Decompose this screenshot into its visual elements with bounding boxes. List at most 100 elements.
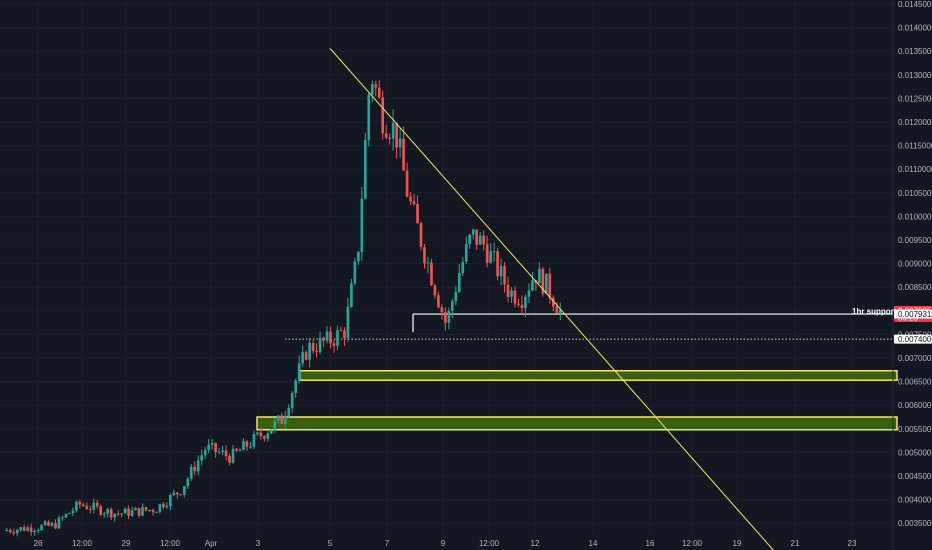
candle-body: [405, 170, 409, 197]
time-tick-label: 16: [646, 539, 655, 548]
support-zone[interactable]: [299, 369, 898, 381]
candle-body: [269, 429, 273, 434]
candle-body: [555, 306, 559, 314]
time-tick-label: 9: [441, 539, 446, 548]
candle-body: [228, 456, 231, 463]
time-tick-label: 3: [256, 539, 261, 548]
candle-body: [297, 363, 301, 381]
candle-body: [531, 280, 534, 291]
descending-trendline[interactable]: [329, 48, 775, 550]
candle-body: [155, 512, 158, 514]
candle-body: [200, 455, 204, 461]
candle-body: [92, 502, 96, 510]
candle-body: [377, 87, 381, 98]
candle-body: [332, 343, 336, 346]
candle-body: [308, 343, 311, 360]
candle-body: [130, 510, 134, 516]
candle-body: [75, 501, 78, 511]
candle-body: [423, 246, 426, 264]
candle-body: [464, 243, 468, 262]
candle-body: [151, 509, 155, 513]
candle-body: [137, 507, 141, 516]
time-tick-label: 12:00: [479, 539, 500, 548]
candle-body: [454, 291, 458, 302]
candle-body: [273, 420, 277, 430]
support-levels: [285, 313, 893, 340]
candle-body: [318, 337, 322, 353]
candle-body: [322, 337, 325, 341]
candle-body: [360, 198, 364, 252]
candle-body: [457, 273, 461, 292]
candle-body: [5, 530, 9, 532]
candle-body: [357, 251, 360, 262]
candle-body: [47, 521, 50, 526]
candle-body: [339, 330, 343, 332]
candle-body: [384, 133, 388, 138]
candle-body: [287, 408, 291, 416]
candle-body: [395, 122, 398, 148]
time-tick-label: 5: [328, 539, 333, 548]
candle-body: [343, 330, 346, 338]
support-zone[interactable]: [256, 416, 898, 431]
candle-body: [116, 513, 120, 515]
candle-body: [141, 507, 144, 516]
candle-body: [290, 392, 294, 409]
candle-body: [221, 450, 224, 452]
candle-body: [426, 262, 430, 264]
candle-body: [412, 201, 416, 204]
candle-body: [127, 508, 130, 516]
candle-body: [196, 460, 200, 472]
grid: [0, 0, 893, 535]
candle-body: [325, 331, 329, 341]
time-tick-label: 14: [589, 539, 598, 548]
candle-body: [301, 352, 304, 364]
candle-body: [169, 494, 172, 506]
price-tick-label: 0.0110000: [898, 165, 932, 174]
candle-body: [68, 513, 71, 515]
time-tick-label: 12:00: [682, 539, 703, 548]
candle-body: [8, 530, 12, 533]
candle-body: [50, 523, 54, 526]
candle-body: [26, 527, 29, 531]
candle-body: [478, 235, 482, 245]
candle-body: [551, 297, 555, 307]
trendline: [329, 48, 775, 550]
time-axis[interactable]: 26 12:00 29 12:00 Apr 3 5 7 9 12:00 12 14 16 12:00 19 2…: [34, 539, 857, 548]
time-tick-label: 12: [531, 539, 540, 548]
candle-body: [545, 273, 548, 294]
candle-body: [64, 513, 68, 518]
time-tick-label: 12:00: [160, 539, 181, 548]
candle-body: [485, 244, 489, 263]
candle-body: [203, 449, 207, 456]
candle-body: [311, 343, 315, 351]
candle-body: [189, 466, 193, 479]
candle-body: [461, 261, 465, 274]
candle-body: [162, 504, 165, 508]
candle-body: [238, 450, 242, 452]
candle-body: [329, 331, 332, 344]
candle-body: [186, 478, 190, 487]
candle-body: [558, 309, 562, 314]
candle-body: [57, 517, 61, 529]
candle-body: [22, 527, 26, 531]
candle-body: [99, 506, 103, 515]
candle-body: [182, 486, 186, 495]
candle-body: [374, 84, 378, 88]
candle-body: [409, 196, 412, 202]
candle-body: [259, 432, 263, 437]
